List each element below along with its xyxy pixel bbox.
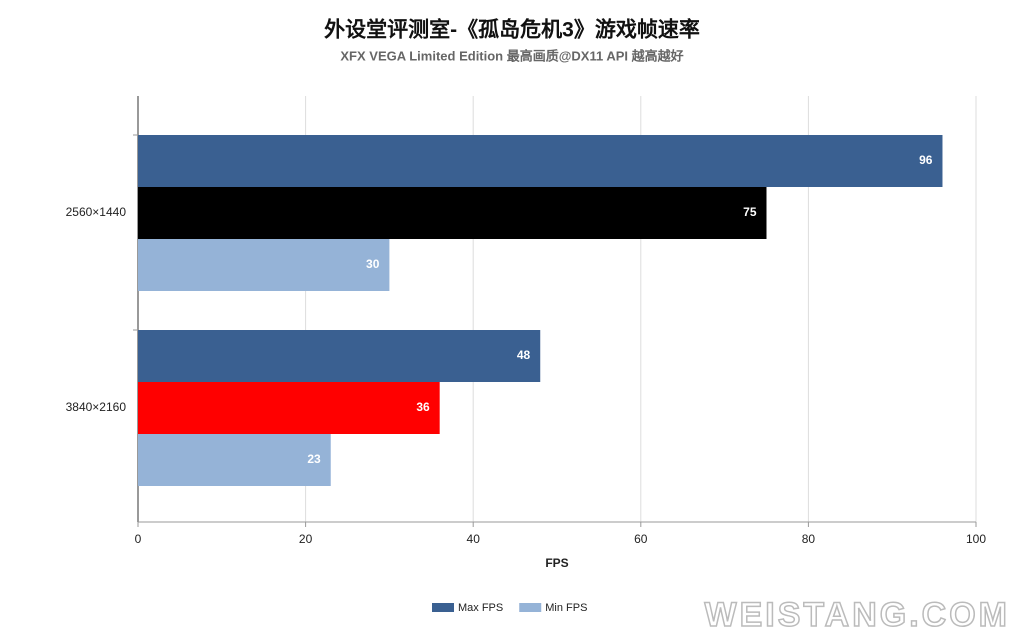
bar (138, 187, 767, 239)
x-tick-label: 40 (467, 532, 481, 546)
value-label: 48 (517, 348, 531, 362)
bar (138, 239, 390, 291)
legend-label: Min FPS (545, 602, 587, 614)
x-axis-label: FPS (545, 556, 568, 570)
value-label: 30 (366, 257, 380, 271)
bar (138, 330, 541, 382)
legend-swatch (519, 603, 542, 612)
value-label: 96 (919, 153, 933, 167)
x-tick-label: 80 (802, 532, 816, 546)
watermark: WEISTANG.COM (705, 596, 1010, 634)
y-tick-label: 2560×1440 (66, 205, 127, 219)
bar (138, 135, 943, 187)
chart-title: 外设堂评测室-《孤岛危机3》游戏帧速率 (324, 18, 700, 42)
x-tick-label: 100 (966, 532, 986, 546)
y-tick-label: 3840×2160 (66, 400, 127, 414)
legend-swatch (432, 603, 454, 612)
chart-subtitle: XFX VEGA Limited Edition 最高画质@DX11 API 越… (340, 48, 683, 63)
bar (138, 434, 331, 486)
value-label: 23 (307, 452, 321, 466)
value-label: 75 (743, 205, 757, 219)
bar (138, 382, 440, 434)
x-tick-label: 60 (634, 532, 648, 546)
legend-label: Max FPS (458, 602, 503, 614)
x-tick-label: 20 (299, 532, 313, 546)
x-tick-label: 0 (135, 532, 142, 546)
value-label: 36 (416, 400, 430, 414)
